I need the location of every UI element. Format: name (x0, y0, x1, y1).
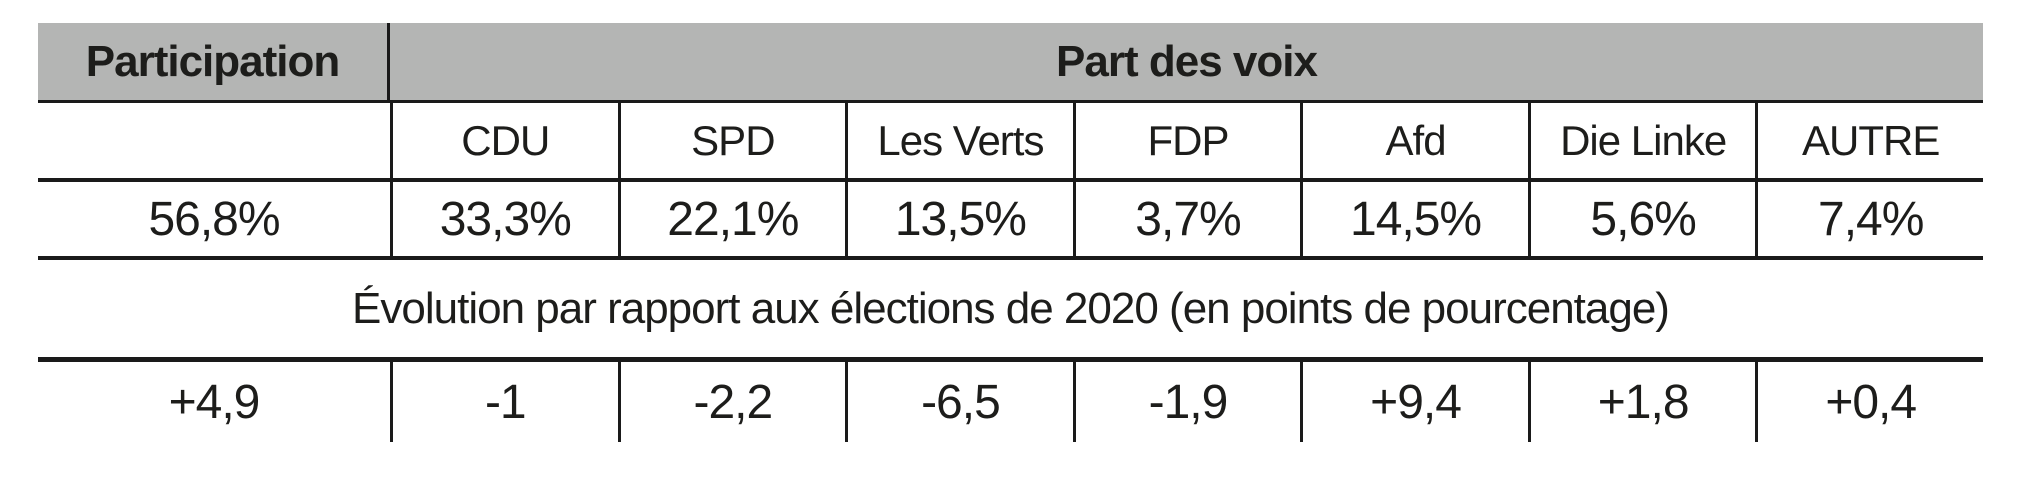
vote-share-cdu: 33,3% (390, 182, 618, 256)
evolution-participation: +4,9 (168, 375, 261, 429)
table-header-row: Participation Part des voix (38, 23, 1983, 103)
participation-value-cell: 56,8% (148, 192, 280, 246)
evolution-cdu: -1 (390, 362, 618, 442)
vote-share-autre: 7,4% (1755, 182, 1983, 256)
evolution-les-verts: -6,5 (845, 362, 1073, 442)
evolution-values-row: +4,9 -1 -2,2 -6,5 -1,9 +9,4 +1,8 +0,4 (38, 357, 1983, 442)
vote-share-les-verts: 13,5% (845, 182, 1073, 256)
party-header-cdu: CDU (390, 103, 618, 178)
party-header-die-linke: Die Linke (1527, 103, 1756, 178)
vote-share-fdp: 3,7% (1072, 182, 1301, 256)
vote-share-die-linke: 5,6% (1527, 182, 1756, 256)
evolution-section-title: Évolution par rapport aux élections de 2… (352, 283, 1670, 333)
evolution-spd: -2,2 (617, 362, 846, 442)
evolution-autre: +0,4 (1755, 362, 1983, 442)
participation-header-cell: Participation (38, 23, 390, 100)
participation-header-label: Participation (85, 36, 340, 86)
party-header-fdp: FDP (1072, 103, 1301, 178)
party-header-afd: Afd (1300, 103, 1528, 178)
party-header-les-verts: Les Verts (845, 103, 1073, 178)
evolution-fdp: -1,9 (1072, 362, 1301, 442)
party-header-spd: SPD (617, 103, 846, 178)
evolution-afd: +9,4 (1300, 362, 1528, 442)
part-des-voix-header-cell: Part des voix (390, 23, 1983, 100)
vote-share-spd: 22,1% (617, 182, 846, 256)
empty-cell (38, 103, 390, 178)
party-names-row: CDU SPD Les Verts FDP Afd Die Linke AUTR… (38, 103, 1983, 182)
party-header-autre: AUTRE (1755, 103, 1983, 178)
vote-share-afd: 14,5% (1300, 182, 1528, 256)
part-des-voix-header-label: Part des voix (1056, 36, 1318, 86)
vote-shares-row: 56,8% 33,3% 22,1% 13,5% 3,7% 14,5% 5,6% … (38, 182, 1983, 260)
election-results-table: Participation Part des voix CDU SPD Les … (38, 23, 1983, 442)
evolution-die-linke: +1,8 (1527, 362, 1756, 442)
